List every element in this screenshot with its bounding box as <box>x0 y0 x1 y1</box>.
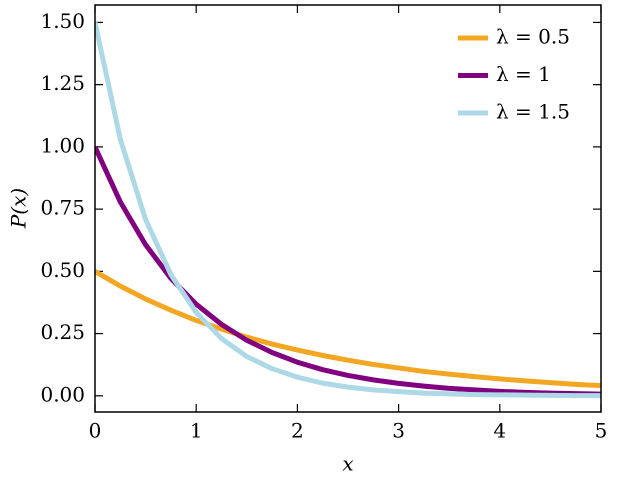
x-tick-label: 0 <box>89 419 102 443</box>
y-tick-label: 1.25 <box>40 71 85 95</box>
y-axis-label: P(x) <box>7 188 31 229</box>
y-tick-label: 0.75 <box>40 196 85 220</box>
plot-frame <box>94 4 602 413</box>
x-tick-label: 3 <box>392 419 405 443</box>
y-tick-label: 0.00 <box>40 382 85 406</box>
legend-label: λ = 1 <box>496 62 551 86</box>
series-line <box>95 21 601 399</box>
legend-label: λ = 1.5 <box>496 100 570 124</box>
x-tick-label: 4 <box>493 419 506 443</box>
y-tick-label: 1.00 <box>40 133 85 157</box>
x-axis-label: x <box>342 452 353 476</box>
x-tick-label: 1 <box>190 419 203 443</box>
x-tick-label: 5 <box>595 419 608 443</box>
series-line <box>95 269 601 389</box>
y-tick-label: 0.25 <box>40 320 85 344</box>
legend-label: λ = 0.5 <box>496 25 570 49</box>
y-tick-label: 0.50 <box>40 258 85 282</box>
y-tick-label: 1.50 <box>40 9 85 33</box>
x-tick-label: 2 <box>291 419 304 443</box>
